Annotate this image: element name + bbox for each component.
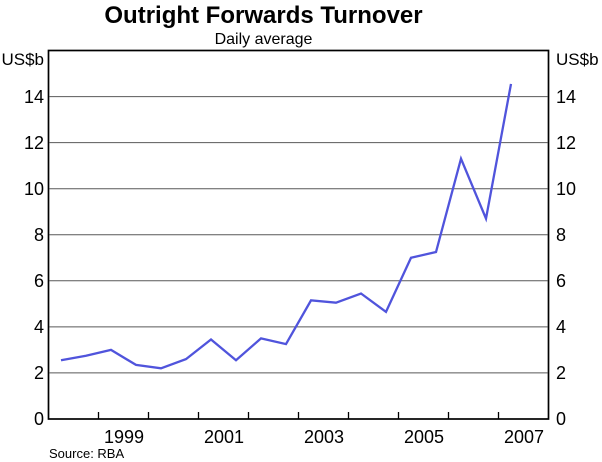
y-axis-unit-right: US$b [556,50,599,69]
y-axis-unit-left: US$b [1,50,44,69]
source-note: Source: RBA [49,446,125,461]
chart-title: Outright Forwards Turnover [104,2,423,29]
chart-subtitle: Daily average [214,31,313,48]
turnover-line [60,83,513,370]
plot-border [47,49,550,420]
